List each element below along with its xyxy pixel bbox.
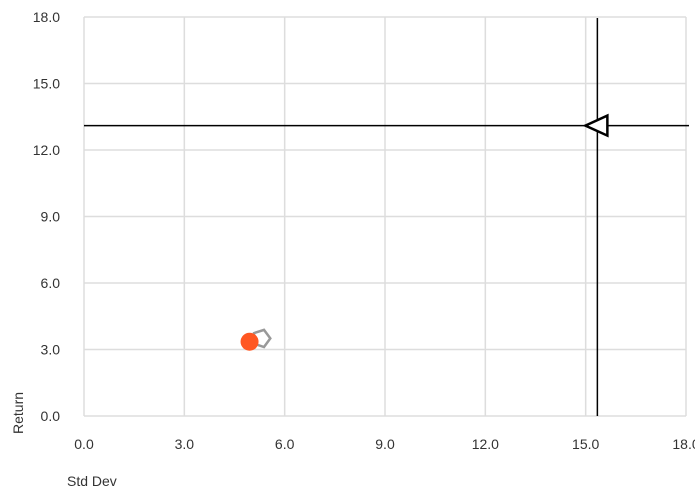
grid — [83, 16, 687, 417]
x-tick-label: 0.0 — [74, 436, 94, 452]
x-tick-label: 12.0 — [472, 436, 499, 452]
x-tick-label: 3.0 — [175, 436, 195, 452]
y-tick-label: 3.0 — [41, 342, 61, 358]
x-tick-label: 18.0 — [672, 436, 695, 452]
y-tick-label: 0.0 — [41, 408, 61, 424]
y-tick-label: 9.0 — [41, 209, 61, 225]
x-axis-title: Std Dev — [67, 473, 117, 489]
triangle-marker — [582, 113, 609, 138]
y-tick-label: 6.0 — [41, 275, 61, 291]
y-axis-title: Return — [10, 392, 26, 434]
y-tick-label: 15.0 — [33, 76, 60, 92]
data-points — [240, 113, 609, 351]
x-tick-label: 6.0 — [275, 436, 295, 452]
circle-marker — [240, 332, 259, 351]
x-tick-label: 15.0 — [572, 436, 599, 452]
x-tick-label: 9.0 — [375, 436, 395, 452]
x-tick-labels: 0.0 3.0 6.0 9.0 12.0 15.0 18.0 — [74, 436, 695, 452]
y-tick-label: 12.0 — [33, 142, 60, 158]
y-tick-label: 18.0 — [33, 9, 60, 25]
y-tick-labels: 0.0 3.0 6.0 9.0 12.0 15.0 18.0 — [33, 9, 60, 424]
